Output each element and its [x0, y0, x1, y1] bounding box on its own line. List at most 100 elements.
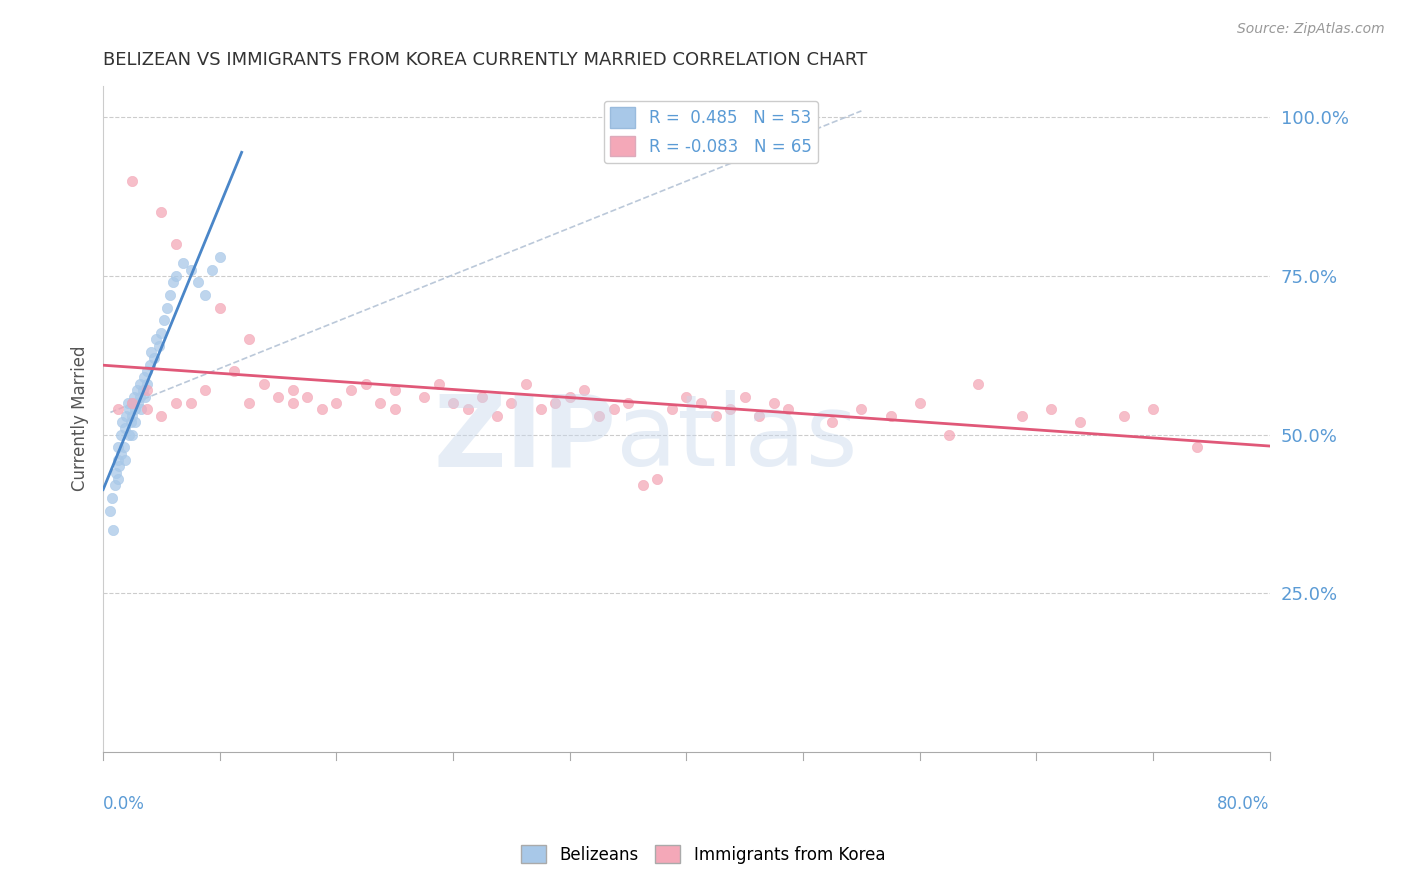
Point — [108, 459, 131, 474]
Point — [145, 332, 167, 346]
Point — [107, 453, 129, 467]
Point — [107, 440, 129, 454]
Point — [107, 402, 129, 417]
Point — [368, 396, 391, 410]
Point — [135, 383, 157, 397]
Point — [121, 174, 143, 188]
Point — [121, 396, 143, 410]
Point — [238, 396, 260, 410]
Point — [281, 396, 304, 410]
Point — [121, 396, 143, 410]
Point — [908, 396, 931, 410]
Point — [124, 402, 146, 417]
Point — [135, 376, 157, 391]
Point — [544, 396, 567, 410]
Point — [100, 504, 122, 518]
Point — [821, 415, 844, 429]
Point — [208, 301, 231, 315]
Point — [588, 409, 610, 423]
Point — [134, 390, 156, 404]
Point — [267, 390, 290, 404]
Point — [104, 478, 127, 492]
Point — [340, 383, 363, 397]
Point — [135, 364, 157, 378]
Point — [617, 396, 640, 410]
Point — [110, 447, 132, 461]
Point — [172, 256, 194, 270]
Point — [938, 427, 960, 442]
Point — [645, 472, 668, 486]
Point — [128, 390, 150, 404]
Text: 80.0%: 80.0% — [1218, 796, 1270, 814]
Point — [115, 409, 138, 423]
Point — [529, 402, 551, 417]
Point — [515, 376, 537, 391]
Point — [194, 288, 217, 302]
Point — [121, 409, 143, 423]
Point — [602, 402, 624, 417]
Y-axis label: Currently Married: Currently Married — [72, 346, 89, 491]
Point — [165, 396, 187, 410]
Point — [120, 415, 142, 429]
Point — [734, 390, 756, 404]
Point — [165, 268, 187, 283]
Point — [127, 396, 149, 410]
Point — [661, 402, 683, 417]
Point — [238, 332, 260, 346]
Point — [180, 396, 202, 410]
Point — [118, 427, 141, 442]
Point — [574, 383, 596, 397]
Point — [103, 523, 125, 537]
Point — [748, 409, 770, 423]
Text: ZIP: ZIP — [433, 390, 616, 487]
Point — [105, 466, 128, 480]
Point — [384, 402, 406, 417]
Point — [139, 358, 162, 372]
Point — [427, 376, 450, 391]
Point — [131, 383, 153, 397]
Text: atlas: atlas — [616, 390, 858, 487]
Point — [156, 301, 179, 315]
Point — [135, 402, 157, 417]
Point — [143, 351, 166, 366]
Text: Source: ZipAtlas.com: Source: ZipAtlas.com — [1237, 22, 1385, 37]
Point — [150, 205, 173, 219]
Point — [558, 390, 581, 404]
Point — [128, 376, 150, 391]
Point — [129, 402, 152, 417]
Point — [501, 396, 523, 410]
Point — [1112, 409, 1135, 423]
Point — [281, 383, 304, 397]
Point — [967, 376, 990, 391]
Point — [851, 402, 873, 417]
Legend: Belizeans, Immigrants from Korea: Belizeans, Immigrants from Korea — [515, 838, 891, 871]
Point — [704, 409, 727, 423]
Point — [153, 313, 176, 327]
Point — [125, 383, 148, 397]
Point — [159, 288, 181, 302]
Point — [354, 376, 377, 391]
Text: 0.0%: 0.0% — [103, 796, 145, 814]
Text: BELIZEAN VS IMMIGRANTS FROM KOREA CURRENTLY MARRIED CORRELATION CHART: BELIZEAN VS IMMIGRANTS FROM KOREA CURREN… — [103, 51, 868, 69]
Point — [675, 390, 697, 404]
Point — [718, 402, 741, 417]
Point — [485, 409, 508, 423]
Point — [690, 396, 713, 410]
Point — [631, 478, 654, 492]
Point — [1039, 402, 1062, 417]
Point — [112, 440, 135, 454]
Point — [879, 409, 901, 423]
Point — [114, 453, 136, 467]
Point — [101, 491, 124, 505]
Point — [117, 396, 139, 410]
Point — [148, 339, 170, 353]
Point — [111, 415, 134, 429]
Point — [180, 262, 202, 277]
Point — [124, 415, 146, 429]
Point — [132, 370, 155, 384]
Point — [325, 396, 347, 410]
Point — [141, 345, 163, 359]
Point — [297, 390, 319, 404]
Legend: R =  0.485   N = 53, R = -0.083   N = 65: R = 0.485 N = 53, R = -0.083 N = 65 — [603, 101, 818, 163]
Point — [1069, 415, 1091, 429]
